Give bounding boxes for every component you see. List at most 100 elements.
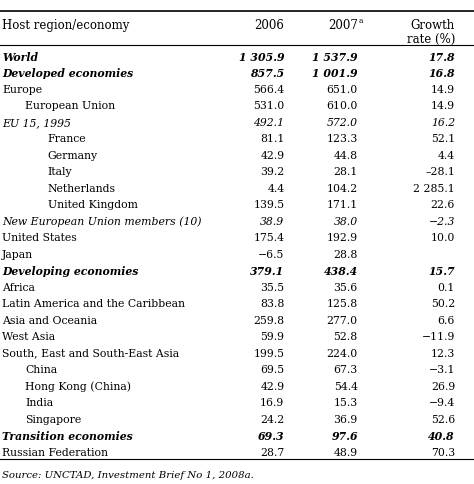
Text: EU 15, 1995: EU 15, 1995 [2, 118, 71, 128]
Text: Host region/economy: Host region/economy [2, 19, 130, 32]
Text: 54.4: 54.4 [334, 381, 358, 391]
Text: Source: UNCTAD, Investment Brief No 1, 2008a.: Source: UNCTAD, Investment Brief No 1, 2… [2, 470, 254, 479]
Text: 44.8: 44.8 [334, 151, 358, 161]
Text: 14.9: 14.9 [431, 85, 455, 95]
Text: 566.4: 566.4 [253, 85, 284, 95]
Text: 42.9: 42.9 [260, 151, 284, 161]
Text: 35.6: 35.6 [334, 282, 358, 292]
Text: France: France [48, 134, 86, 144]
Text: West Asia: West Asia [2, 332, 55, 342]
Text: 857.5: 857.5 [250, 68, 284, 79]
Text: Asia and Oceania: Asia and Oceania [2, 315, 98, 325]
Text: 2 285.1: 2 285.1 [413, 183, 455, 194]
Text: 379.1: 379.1 [250, 266, 284, 277]
Text: United Kingdom: United Kingdom [48, 200, 138, 210]
Text: −3.1: −3.1 [428, 364, 455, 375]
Text: Hong Kong (China): Hong Kong (China) [25, 381, 131, 392]
Text: Developed economies: Developed economies [2, 68, 134, 79]
Text: 123.3: 123.3 [327, 134, 358, 144]
Text: 24.2: 24.2 [260, 414, 284, 424]
Text: Latin America and the Caribbean: Latin America and the Caribbean [2, 299, 185, 309]
Text: 69.5: 69.5 [260, 364, 284, 375]
Text: 1 537.9: 1 537.9 [312, 52, 358, 63]
Text: India: India [25, 397, 53, 408]
Text: 199.5: 199.5 [254, 348, 284, 358]
Text: Africa: Africa [2, 282, 35, 292]
Text: 16.8: 16.8 [428, 68, 455, 79]
Text: 4.4: 4.4 [438, 151, 455, 161]
Text: 52.8: 52.8 [334, 332, 358, 342]
Text: 40.8: 40.8 [428, 430, 455, 441]
Text: 2006: 2006 [255, 19, 284, 32]
Text: Europe: Europe [2, 85, 43, 95]
Text: South, East and South-East Asia: South, East and South-East Asia [2, 348, 180, 358]
Text: European Union: European Union [25, 101, 115, 111]
Text: 277.0: 277.0 [327, 315, 358, 325]
Text: 97.6: 97.6 [331, 430, 358, 441]
Text: 171.1: 171.1 [327, 200, 358, 210]
Text: 651.0: 651.0 [327, 85, 358, 95]
Text: 59.9: 59.9 [260, 332, 284, 342]
Text: 104.2: 104.2 [327, 183, 358, 194]
Text: Russian Federation: Russian Federation [2, 447, 109, 457]
Text: 42.9: 42.9 [260, 381, 284, 391]
Text: 28.1: 28.1 [334, 167, 358, 177]
Text: New European Union members (10): New European Union members (10) [2, 216, 202, 227]
Text: 35.5: 35.5 [260, 282, 284, 292]
Text: 4.4: 4.4 [267, 183, 284, 194]
Text: China: China [25, 364, 57, 375]
Text: Germany: Germany [48, 151, 98, 161]
Text: 492.1: 492.1 [254, 118, 284, 128]
Text: 50.2: 50.2 [431, 299, 455, 309]
Text: 70.3: 70.3 [431, 447, 455, 457]
Text: –28.1: –28.1 [425, 167, 455, 177]
Text: −2.3: −2.3 [428, 216, 455, 227]
Text: Transition economies: Transition economies [2, 430, 133, 441]
Text: Growth: Growth [411, 19, 455, 32]
Text: Developing economies: Developing economies [2, 266, 139, 277]
Text: Netherlands: Netherlands [48, 183, 116, 194]
Text: −9.4: −9.4 [429, 397, 455, 408]
Text: 125.8: 125.8 [327, 299, 358, 309]
Text: −6.5: −6.5 [258, 249, 284, 259]
Text: 10.0: 10.0 [431, 233, 455, 243]
Text: 28.8: 28.8 [334, 249, 358, 259]
Text: 38.0: 38.0 [334, 216, 358, 227]
Text: 1 001.9: 1 001.9 [312, 68, 358, 79]
Text: 259.8: 259.8 [253, 315, 284, 325]
Text: 36.9: 36.9 [334, 414, 358, 424]
Text: 610.0: 610.0 [327, 101, 358, 111]
Text: 52.1: 52.1 [431, 134, 455, 144]
Text: 69.3: 69.3 [258, 430, 284, 441]
Text: 17.8: 17.8 [428, 52, 455, 63]
Text: 16.2: 16.2 [431, 118, 455, 128]
Text: rate (%): rate (%) [407, 33, 455, 46]
Text: 6.6: 6.6 [438, 315, 455, 325]
Text: 38.9: 38.9 [260, 216, 284, 227]
Text: −11.9: −11.9 [422, 332, 455, 342]
Text: 192.9: 192.9 [327, 233, 358, 243]
Text: 48.9: 48.9 [334, 447, 358, 457]
Text: 0.1: 0.1 [438, 282, 455, 292]
Text: 67.3: 67.3 [334, 364, 358, 375]
Text: Italy: Italy [48, 167, 73, 177]
Text: 531.0: 531.0 [253, 101, 284, 111]
Text: 22.6: 22.6 [431, 200, 455, 210]
Text: Singapore: Singapore [25, 414, 82, 424]
Text: United States: United States [2, 233, 77, 243]
Text: 39.2: 39.2 [260, 167, 284, 177]
Text: 175.4: 175.4 [254, 233, 284, 243]
Text: 81.1: 81.1 [260, 134, 284, 144]
Text: 26.9: 26.9 [431, 381, 455, 391]
Text: 14.9: 14.9 [431, 101, 455, 111]
Text: 83.8: 83.8 [260, 299, 284, 309]
Text: 2007: 2007 [328, 19, 358, 32]
Text: 1 305.9: 1 305.9 [239, 52, 284, 63]
Text: 16.9: 16.9 [260, 397, 284, 408]
Text: 572.0: 572.0 [327, 118, 358, 128]
Text: a: a [359, 17, 363, 25]
Text: World: World [2, 52, 38, 63]
Text: 15.3: 15.3 [334, 397, 358, 408]
Text: 52.6: 52.6 [431, 414, 455, 424]
Text: 224.0: 224.0 [327, 348, 358, 358]
